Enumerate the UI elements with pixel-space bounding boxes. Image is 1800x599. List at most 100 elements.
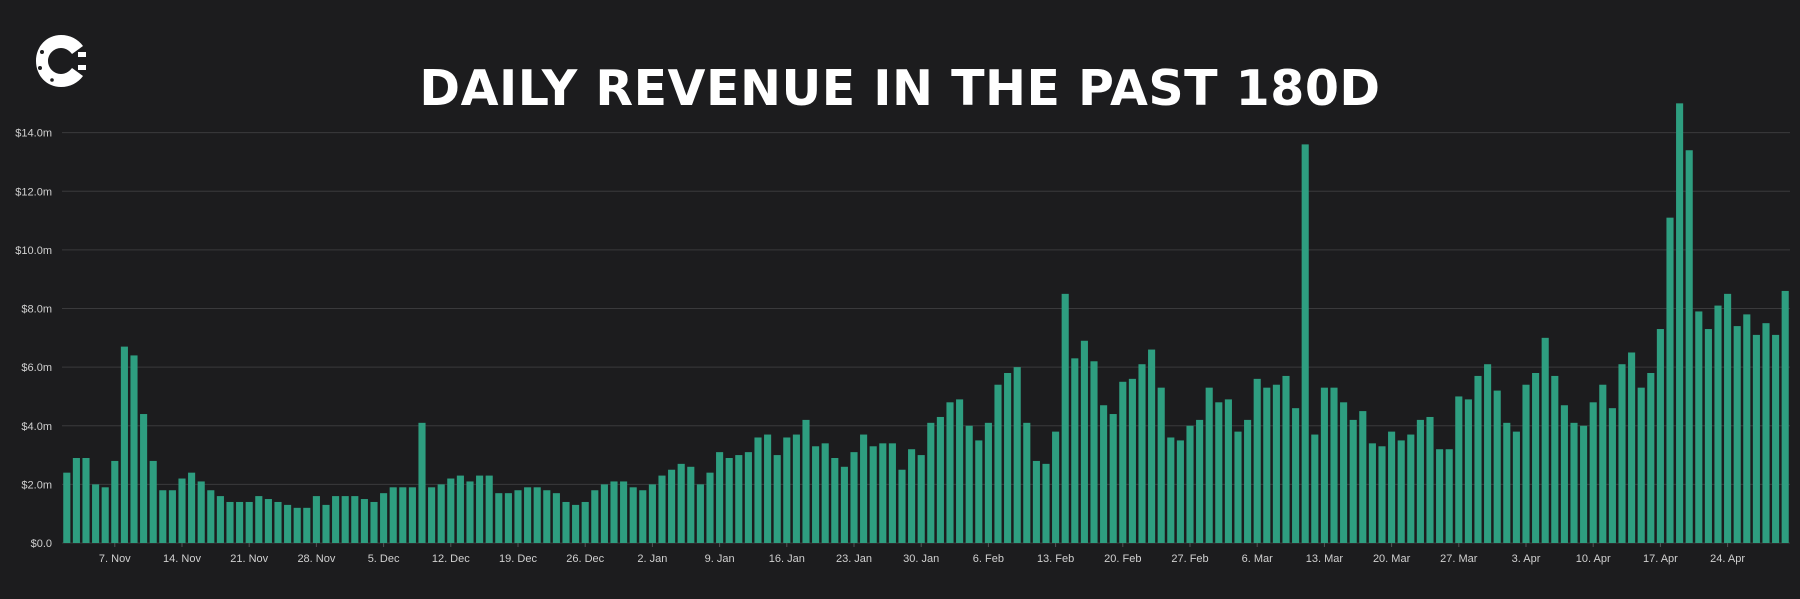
bar[interactable] xyxy=(140,414,148,543)
bar[interactable] xyxy=(159,490,167,543)
bar[interactable] xyxy=(332,496,340,543)
bar[interactable] xyxy=(1234,431,1242,543)
bar[interactable] xyxy=(1032,460,1040,543)
bar[interactable] xyxy=(1176,440,1184,543)
bar[interactable] xyxy=(1714,305,1722,543)
bar[interactable] xyxy=(1090,361,1098,543)
bar[interactable] xyxy=(764,434,772,543)
bar[interactable] xyxy=(1397,440,1405,543)
bar[interactable] xyxy=(389,487,397,543)
bar[interactable] xyxy=(677,463,685,543)
bar[interactable] xyxy=(1292,408,1300,543)
bar[interactable] xyxy=(1128,378,1136,543)
bar[interactable] xyxy=(687,466,695,543)
bar[interactable] xyxy=(370,501,378,543)
bar[interactable] xyxy=(1061,293,1069,543)
bar[interactable] xyxy=(274,501,282,543)
bar[interactable] xyxy=(514,490,522,543)
bar[interactable] xyxy=(1205,387,1213,543)
bar[interactable] xyxy=(312,496,320,543)
bar[interactable] xyxy=(1685,150,1693,544)
bar[interactable] xyxy=(860,434,868,543)
bar[interactable] xyxy=(1004,373,1012,543)
bar[interactable] xyxy=(1676,103,1684,543)
bar[interactable] xyxy=(111,460,119,543)
bar[interactable] xyxy=(1445,449,1453,543)
bar[interactable] xyxy=(956,399,964,543)
bar[interactable] xyxy=(533,487,541,543)
bar[interactable] xyxy=(1023,422,1031,543)
bar[interactable] xyxy=(1704,329,1712,543)
bar[interactable] xyxy=(984,422,992,543)
bar[interactable] xyxy=(1647,373,1655,543)
bar[interactable] xyxy=(1416,419,1424,543)
bar[interactable] xyxy=(1656,329,1664,543)
bar[interactable] xyxy=(1311,434,1319,543)
bar[interactable] xyxy=(831,458,839,543)
bar[interactable] xyxy=(293,507,301,543)
bar[interactable] xyxy=(284,504,292,543)
bar[interactable] xyxy=(658,475,666,543)
bar[interactable] xyxy=(792,434,800,543)
bar[interactable] xyxy=(178,478,186,543)
bar[interactable] xyxy=(1560,405,1568,543)
bar[interactable] xyxy=(1628,352,1636,543)
bar[interactable] xyxy=(1762,323,1770,543)
bar[interactable] xyxy=(1743,314,1751,543)
bar[interactable] xyxy=(216,496,224,543)
bar[interactable] xyxy=(706,472,714,543)
bar[interactable] xyxy=(92,484,100,543)
bar[interactable] xyxy=(524,487,532,543)
bar[interactable] xyxy=(1541,337,1549,543)
bar[interactable] xyxy=(466,481,474,543)
bar[interactable] xyxy=(360,499,368,543)
bar[interactable] xyxy=(226,501,234,543)
bar[interactable] xyxy=(1282,375,1290,543)
bar[interactable] xyxy=(812,446,820,543)
bar[interactable] xyxy=(1474,375,1482,543)
bar[interactable] xyxy=(1320,387,1328,543)
bar[interactable] xyxy=(1119,381,1127,543)
bar[interactable] xyxy=(869,446,877,543)
bar[interactable] xyxy=(562,501,570,543)
bar[interactable] xyxy=(1359,411,1367,543)
bar[interactable] xyxy=(1503,422,1511,543)
bar[interactable] xyxy=(1589,402,1597,543)
bar[interactable] xyxy=(908,449,916,543)
bar[interactable] xyxy=(1695,311,1703,543)
bar[interactable] xyxy=(1215,402,1223,543)
bar[interactable] xyxy=(1157,387,1165,543)
bar[interactable] xyxy=(1570,422,1578,543)
bar[interactable] xyxy=(1388,431,1396,543)
bar[interactable] xyxy=(255,496,263,543)
bar[interactable] xyxy=(879,443,887,543)
bar[interactable] xyxy=(1522,384,1530,543)
bar[interactable] xyxy=(1637,387,1645,543)
bar[interactable] xyxy=(456,475,464,543)
bar[interactable] xyxy=(975,440,983,543)
bar[interactable] xyxy=(1071,358,1079,543)
bar[interactable] xyxy=(1752,334,1760,543)
bar[interactable] xyxy=(437,484,445,543)
bar[interactable] xyxy=(1100,405,1108,543)
bar[interactable] xyxy=(888,443,896,543)
bar[interactable] xyxy=(744,452,752,543)
bar[interactable] xyxy=(552,493,560,543)
bar[interactable] xyxy=(1580,425,1588,543)
bar[interactable] xyxy=(1196,419,1204,543)
bar[interactable] xyxy=(1484,364,1492,543)
bar[interactable] xyxy=(1781,290,1789,543)
bar[interactable] xyxy=(1263,387,1271,543)
bar[interactable] xyxy=(716,452,724,543)
bar[interactable] xyxy=(648,484,656,543)
bar[interactable] xyxy=(1493,390,1501,543)
bar[interactable] xyxy=(1618,364,1626,543)
bar[interactable] xyxy=(850,452,858,543)
bar[interactable] xyxy=(418,422,426,543)
bar[interactable] xyxy=(620,481,628,543)
bar[interactable] xyxy=(1349,419,1357,543)
bar[interactable] xyxy=(1407,434,1415,543)
bar[interactable] xyxy=(696,484,704,543)
bar[interactable] xyxy=(898,469,906,543)
bar[interactable] xyxy=(917,455,925,543)
